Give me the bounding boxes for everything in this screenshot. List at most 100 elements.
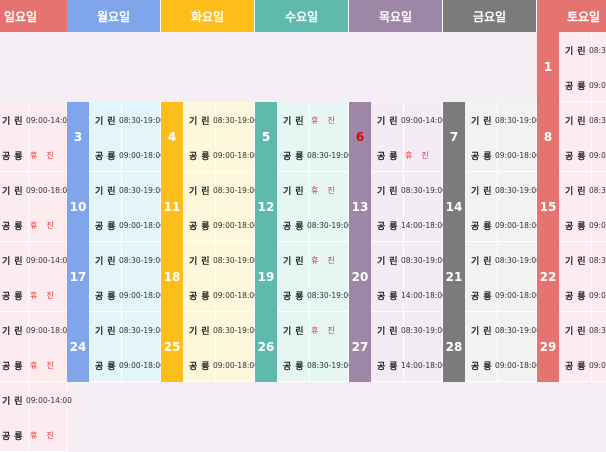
cell-divider bbox=[309, 172, 310, 241]
kirin-label: 기린 bbox=[2, 116, 27, 127]
cell-divider bbox=[28, 172, 29, 241]
gongryong-label: 공룡 bbox=[2, 221, 27, 232]
gongryong-row: 공룡 14:00-18:00 bbox=[371, 287, 447, 303]
closed-text: 휴진 bbox=[405, 150, 438, 160]
day-number: 28 bbox=[443, 312, 465, 382]
day-cell: 기린 09:00-14:00 공룡 휴진 bbox=[0, 382, 72, 452]
gongryong-label: 공룡 bbox=[95, 361, 120, 372]
kirin-label: 기린 bbox=[471, 186, 496, 197]
hours-text: 09:00-18:00 bbox=[589, 360, 606, 370]
gongryong-row: 공룡 휴진 bbox=[0, 147, 67, 163]
weekday-header-label: 수요일 bbox=[284, 9, 319, 24]
hours-text: 08:30-19:00 bbox=[495, 325, 541, 335]
gongryong-row: 공룡 08:30-19:00 bbox=[277, 147, 353, 163]
gongryong-row: 공룡 휴진 bbox=[0, 357, 67, 373]
gongryong-label: 공룡 bbox=[565, 151, 590, 162]
weekday-header-tue: 화요일 bbox=[161, 0, 255, 32]
closed-text: 휴진 bbox=[311, 255, 344, 265]
kirin-label: 기린 bbox=[2, 186, 27, 197]
kirin-row: 기린 09:00-18:00 bbox=[0, 182, 72, 198]
gongryong-label: 공룡 bbox=[2, 291, 27, 302]
weekday-header-sun: 일요일 bbox=[0, 0, 68, 32]
cell-divider bbox=[403, 102, 404, 171]
closed-text: 휴진 bbox=[311, 185, 344, 195]
day-number: 17 bbox=[67, 242, 89, 312]
hours-text: 08:30-19:00 bbox=[213, 185, 259, 195]
hours-text: 09:00-18:00 bbox=[213, 150, 259, 160]
day-cell: 기린 09:00-14:00 공룡 휴진 bbox=[0, 242, 72, 312]
cell-divider bbox=[28, 102, 29, 171]
hours-text: 09:00-18:00 bbox=[495, 220, 541, 230]
cell-divider bbox=[215, 172, 216, 241]
kirin-label: 기린 bbox=[95, 256, 120, 267]
gongryong-label: 공룡 bbox=[283, 151, 308, 162]
cell-divider bbox=[591, 32, 592, 101]
day-number: 13 bbox=[349, 172, 371, 242]
day-number: 29 bbox=[537, 312, 559, 382]
cell-divider bbox=[403, 312, 404, 381]
kirin-label: 기린 bbox=[95, 116, 120, 127]
hours-text: 08:30-19:00 bbox=[401, 325, 447, 335]
hours-text: 09:00-18:00 bbox=[495, 290, 541, 300]
gongryong-label: 공룡 bbox=[377, 361, 402, 372]
closed-text: 휴진 bbox=[30, 430, 63, 440]
cell-divider bbox=[309, 312, 310, 381]
closed-text: 휴진 bbox=[30, 290, 63, 300]
kirin-label: 기린 bbox=[283, 186, 308, 197]
hours-text: 09:00-18:00 bbox=[119, 360, 165, 370]
kirin-label: 기린 bbox=[2, 256, 27, 267]
hours-text: 08:30-19:00 bbox=[401, 255, 447, 265]
kirin-label: 기린 bbox=[565, 116, 590, 127]
hours-text: 08:30-19:00 bbox=[119, 185, 165, 195]
gongryong-label: 공룡 bbox=[565, 361, 590, 372]
kirin-label: 기린 bbox=[565, 256, 590, 267]
gongryong-label: 공룡 bbox=[95, 291, 120, 302]
kirin-label: 기린 bbox=[377, 326, 402, 337]
day-number: 22 bbox=[537, 242, 559, 312]
gongryong-label: 공룡 bbox=[189, 221, 214, 232]
gongryong-label: 공룡 bbox=[283, 221, 308, 232]
hours-text: 09:00-18:00 bbox=[119, 290, 165, 300]
kirin-label: 기린 bbox=[189, 186, 214, 197]
cell-divider bbox=[591, 242, 592, 311]
day-cell: 기린 09:00-18:00 공룡 휴진 bbox=[0, 172, 72, 242]
hours-text: 08:30-19:00 bbox=[213, 115, 259, 125]
hours-text: 08:30-19:00 bbox=[589, 115, 606, 125]
hours-text: 08:30-19:00 bbox=[495, 255, 541, 265]
kirin-label: 기린 bbox=[95, 186, 120, 197]
cell-divider bbox=[121, 172, 122, 241]
gongryong-row: 공룡 휴진 bbox=[0, 427, 67, 443]
hours-text: 08:30-19:00 bbox=[589, 185, 606, 195]
day-number: 24 bbox=[67, 312, 89, 382]
gongryong-row: 공룡 휴진 bbox=[0, 287, 67, 303]
day-cell: 기린 휴진 공룡 08:30-19:00 bbox=[277, 242, 353, 312]
day-number: 5 bbox=[255, 102, 277, 172]
gongryong-row: 공룡 14:00-18:00 bbox=[371, 357, 447, 373]
hours-text: 09:00-18:00 bbox=[495, 150, 541, 160]
hours-text: 08:30-19:00 bbox=[307, 290, 353, 300]
hours-text: 08:30-19:00 bbox=[495, 115, 541, 125]
gongryong-label: 공룡 bbox=[2, 361, 27, 372]
cell-divider bbox=[591, 312, 592, 381]
day-number: 6 bbox=[349, 102, 371, 172]
kirin-label: 기린 bbox=[471, 116, 496, 127]
